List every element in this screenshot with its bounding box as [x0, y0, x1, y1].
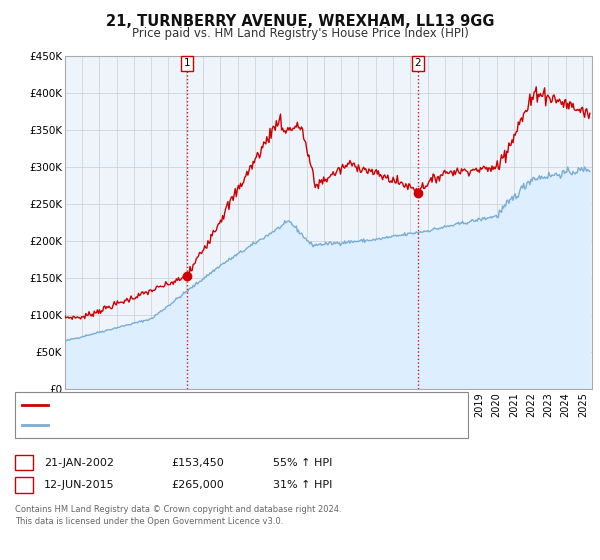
- Text: Price paid vs. HM Land Registry's House Price Index (HPI): Price paid vs. HM Land Registry's House …: [131, 27, 469, 40]
- Text: HPI: Average price, detached house, Wrexham: HPI: Average price, detached house, Wrex…: [51, 420, 293, 430]
- Text: £265,000: £265,000: [171, 480, 224, 490]
- Text: 1: 1: [20, 458, 28, 468]
- Text: 2: 2: [20, 480, 28, 490]
- Text: 21, TURNBERRY AVENUE, WREXHAM, LL13 9GG: 21, TURNBERRY AVENUE, WREXHAM, LL13 9GG: [106, 14, 494, 29]
- Text: 21-JAN-2002: 21-JAN-2002: [44, 458, 114, 468]
- Text: 21, TURNBERRY AVENUE, WREXHAM, LL13 9GG (detached house): 21, TURNBERRY AVENUE, WREXHAM, LL13 9GG …: [51, 400, 392, 410]
- Text: 55% ↑ HPI: 55% ↑ HPI: [273, 458, 332, 468]
- Text: Contains HM Land Registry data © Crown copyright and database right 2024.: Contains HM Land Registry data © Crown c…: [15, 505, 341, 514]
- Text: This data is licensed under the Open Government Licence v3.0.: This data is licensed under the Open Gov…: [15, 517, 283, 526]
- Text: 1: 1: [184, 58, 190, 68]
- Text: 31% ↑ HPI: 31% ↑ HPI: [273, 480, 332, 490]
- Text: £153,450: £153,450: [171, 458, 224, 468]
- Text: 12-JUN-2015: 12-JUN-2015: [44, 480, 115, 490]
- Text: 2: 2: [415, 58, 421, 68]
